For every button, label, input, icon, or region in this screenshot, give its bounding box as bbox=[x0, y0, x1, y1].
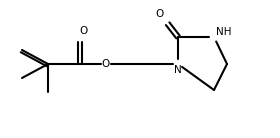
Text: O: O bbox=[102, 59, 110, 69]
Text: O: O bbox=[156, 9, 164, 19]
Text: N: N bbox=[174, 65, 182, 75]
Text: O: O bbox=[80, 26, 88, 36]
Text: NH: NH bbox=[216, 27, 232, 37]
